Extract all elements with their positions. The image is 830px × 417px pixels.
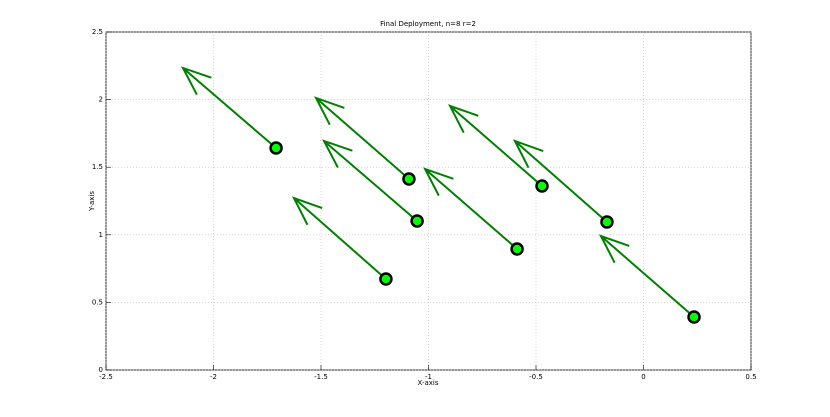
- node-marker: [535, 179, 549, 193]
- y-tick-label: 0: [99, 366, 103, 374]
- arrow: [423, 167, 518, 250]
- node-marker: [510, 242, 524, 256]
- x-tick-label: 0: [641, 373, 645, 381]
- node-marker: [600, 215, 614, 229]
- node-marker: [379, 272, 393, 286]
- arrow: [447, 104, 543, 187]
- y-tick-label: 1.5: [92, 163, 103, 171]
- arrow: [321, 139, 418, 222]
- y-tick-label: 0.5: [92, 298, 103, 306]
- arrow: [180, 66, 277, 149]
- arrow: [314, 96, 410, 180]
- x-tick-label: -1: [425, 373, 432, 381]
- node-marker: [687, 310, 701, 324]
- node-marker: [402, 172, 416, 186]
- y-tick-label: 2: [99, 96, 103, 104]
- y-axis-label: Y-axis: [88, 191, 96, 212]
- x-tick-label: 0.5: [745, 373, 756, 381]
- chart-title: Final Deployment, n=8 r=2: [380, 20, 476, 28]
- x-axis-label: X-axis: [418, 379, 439, 387]
- x-tick-label: -0.5: [529, 373, 543, 381]
- arrow: [291, 196, 387, 280]
- x-tick-label: -1.5: [314, 373, 328, 381]
- x-tick-label: -2: [210, 373, 217, 381]
- arrow: [512, 139, 608, 223]
- x-tick-label: -2.5: [99, 373, 113, 381]
- y-tick-label: 2.5: [92, 28, 103, 36]
- y-tick-label: 1: [99, 231, 103, 239]
- node-marker: [269, 141, 283, 155]
- arrow: [598, 234, 695, 318]
- node-marker: [410, 214, 424, 228]
